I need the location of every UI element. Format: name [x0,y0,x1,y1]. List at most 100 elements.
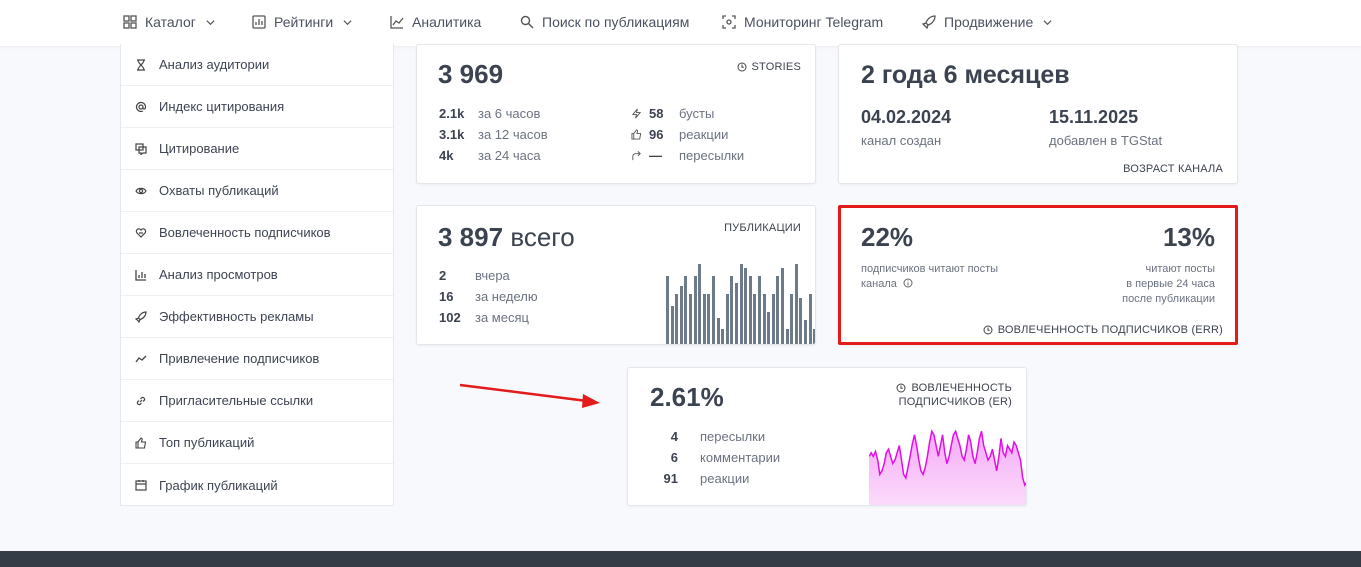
publications-bar [758,276,761,344]
err-right-value: 13% [1162,222,1215,252]
sidebar-item-top-posts[interactable]: Топ публикаций [121,422,393,464]
boosts-row: 58 бусты [631,106,714,121]
publications-bar [748,276,752,344]
sidebar-item-label: Пригласительные ссылки [159,393,314,408]
er-label: комментарии [700,450,781,465]
publications-count: 102 [439,310,461,325]
publications-bar [739,264,743,344]
err-left-label-text: подписчиков читают посты канала [861,263,999,290]
nav-ratings[interactable]: Рейтинги [252,13,352,31]
rocket-icon [135,310,147,323]
reactions-label: реакции [679,127,729,142]
created-label: канал создан [861,133,942,148]
publications-bar [684,276,688,344]
sidebar-item-views-analysis[interactable]: Анализ просмотров [121,254,393,296]
publications-value: 3 897 всего [438,222,575,253]
sidebar-item-subscriber-acquisition[interactable]: Привлечение подписчиков [121,338,393,380]
err-left-label: подписчиков читают посты канала [861,262,1021,292]
publications-bar [679,286,683,344]
at-icon [135,101,147,112]
sidebar-item-engagement[interactable]: Вовлеченность подписчиков [121,212,393,254]
sidebar-item-label: Эффективность рекламы [159,309,314,324]
publications-suffix: всего [510,222,575,252]
err-left-value: 22% [861,222,914,252]
trend-icon [135,355,147,362]
sidebar-item-label: Вовлеченность подписчиков [159,225,331,240]
publications-bar [698,264,702,344]
forwards-count: — [649,148,662,163]
forwards-label: пересылки [679,148,745,163]
footer [0,551,1361,567]
publications-bar [781,268,784,344]
publications-bar [785,328,789,344]
nav-analytics-label: Аналитика [412,14,482,30]
publications-bar [804,320,807,344]
publications-bar [799,298,803,344]
publications-row: 102 за месяц [439,310,529,325]
publications-count: 2 [439,268,447,283]
sparkline-area [869,431,1026,505]
publications-bar [707,294,711,344]
stories-count: 2.1k [439,106,465,121]
chart-line-icon [390,16,404,29]
er-label: пересылки [700,429,766,444]
rocket-icon [922,15,936,29]
nav-search-publications[interactable]: Поиск по публикациям [520,13,689,31]
reactions-count: 96 [649,127,664,142]
sidebar-item-label: Индекс цитирования [159,99,285,114]
publications-bar [702,294,706,344]
nav-promotion-label: Продвижение [944,14,1034,30]
sidebar-item-post-reach[interactable]: Охваты публикаций [121,170,393,212]
publications-period: за неделю [475,289,538,304]
sidebar-item-label: Охваты публикаций [159,183,279,198]
stories-row: 4k за 24 часа [439,148,541,163]
stories-count: 4k [439,148,454,163]
er-value: 2.61% [650,382,724,412]
stories-card: 3 969 STORIES 2.1k за 6 часов 3.1k за 12 ч… [416,44,816,184]
publications-bar [666,276,669,344]
publications-bar [693,276,697,344]
nav-promotion[interactable]: Продвижение [922,13,1052,31]
hourglass-icon [137,58,145,71]
err-right-label-line: в первые 24 часа [1126,278,1215,290]
nav-search-label: Поиск по публикациям [542,14,690,30]
sidebar-item-citation[interactable]: Цитирование [121,128,393,170]
publications-bar [735,283,738,344]
nav-telegram-monitoring[interactable]: Мониторинг Telegram [722,13,883,31]
er-card: 2.61% ВОВЛЕЧЕННОСТЬ ПОДПИСЧИКОВ (ER) 4 пе… [627,367,1027,506]
er-tag-label: ПОДПИСЧИКОВ (ER) [898,396,1012,408]
publications-bar [725,294,729,344]
publications-bar [776,276,780,344]
sidebar-item-label: Топ публикаций [159,435,255,450]
nav-analytics[interactable]: Аналитика [390,13,481,31]
publications-bar [813,328,815,344]
info-icon[interactable] [903,278,913,288]
stories-row: 2.1k за 6 часов [439,106,540,121]
er-tag: ВОВЛЕЧЕННОСТЬ ПОДПИСЧИКОВ (ER) [896,382,1012,408]
publications-bar [762,294,766,344]
sidebar: Анализ аудитории Индекс цитирования Цити… [120,44,394,506]
er-row: 91 реакции [650,471,750,486]
publications-bar [753,294,757,344]
info-icon [737,62,746,72]
sparkline-line [869,429,1026,488]
publications-row: 2 вчера [439,268,510,283]
info-icon [983,325,993,335]
er-label: реакции [700,471,750,486]
sidebar-item-invite-links[interactable]: Пригласительные ссылки [121,380,393,422]
info-icon [896,383,906,393]
stories-value: 3 969 [438,59,504,89]
sidebar-item-post-schedule[interactable]: График публикаций [121,464,393,506]
sidebar-item-audience-analysis[interactable]: Анализ аудитории [121,44,393,86]
sidebar-item-label: Цитирование [159,141,240,156]
sidebar-item-citation-index[interactable]: Индекс цитирования [121,86,393,128]
stories-period: за 12 часов [478,127,548,142]
chevron-down-icon [1043,19,1052,25]
publications-bar [771,294,775,344]
search-icon [520,15,534,29]
publications-bar [670,305,674,344]
nav-catalog[interactable]: Каталог [123,13,215,31]
sidebar-item-ad-efficiency[interactable]: Эффективность рекламы [121,296,393,338]
publications-row: 16 за неделю [439,289,538,304]
publications-bar [767,312,771,344]
